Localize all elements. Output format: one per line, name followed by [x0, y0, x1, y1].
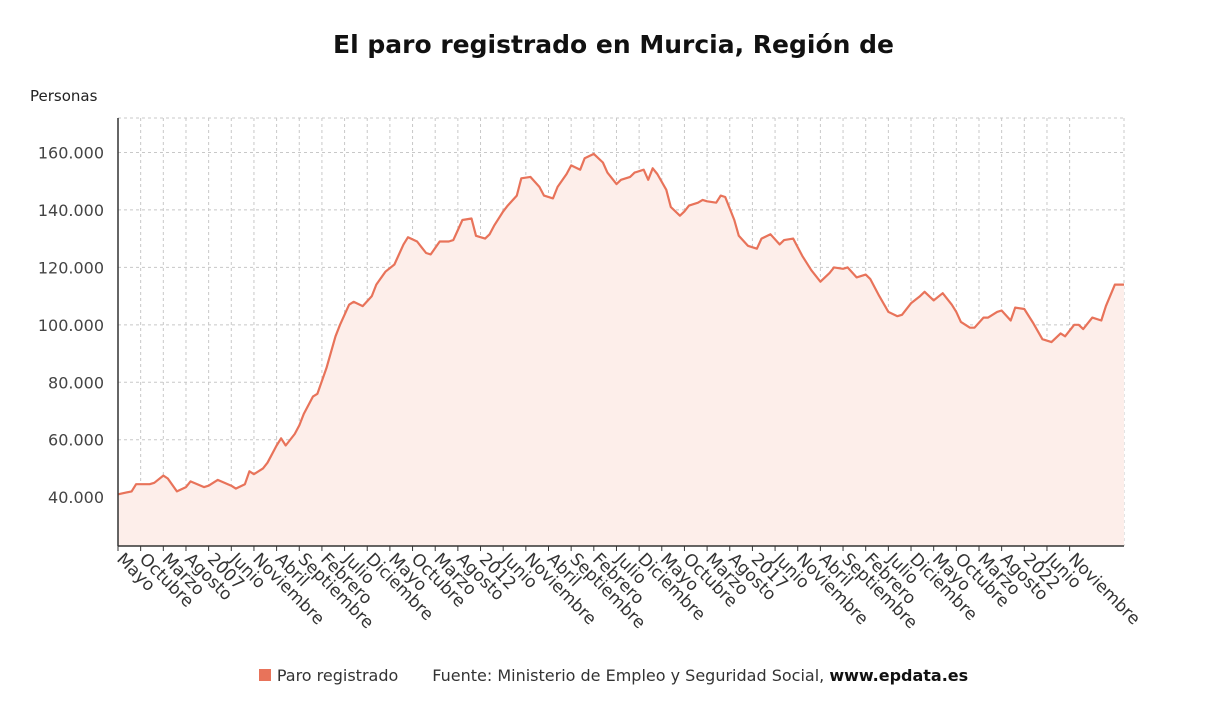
- legend-label-paro-registrado[interactable]: Paro registrado: [276, 666, 399, 685]
- x-tick-label: Noviembre: [1064, 549, 1144, 629]
- y-axis-unit-label: Personas: [30, 87, 98, 105]
- y-tick-label: 100.000: [38, 316, 104, 335]
- y-tick-label: 80.000: [48, 373, 104, 392]
- y-tick-label: 160.000: [38, 143, 104, 162]
- source-url-link[interactable]: www.epdata.es: [829, 666, 969, 685]
- legend: Paro registrado Fuente: Ministerio de Emp…: [0, 666, 1227, 685]
- series-line: [117, 152, 1124, 496]
- chart-title: El paro registrado en Murcia, Región de: [333, 30, 894, 59]
- x-axis-ticks: MayoOctubreMarzoAgosto2007JunioNoviembre…: [112, 549, 1143, 633]
- y-tick-label: 120.000: [38, 258, 104, 277]
- y-tick-label: 140.000: [38, 201, 104, 220]
- y-axis-ticks: 40.000 60.000 80.000 100.000 120.000 140.000 1…: [38, 143, 104, 507]
- series-area-fill: [118, 153, 1124, 546]
- source-text: Fuente: Ministerio de Empleo y Seguridad…: [432, 666, 825, 685]
- legend-swatch-paro-registrado: [258, 668, 271, 681]
- y-tick-label: 40.000: [48, 488, 104, 507]
- axes: [117, 118, 1124, 551]
- series-area-layer: [117, 152, 1124, 546]
- y-tick-label: 60.000: [48, 431, 104, 450]
